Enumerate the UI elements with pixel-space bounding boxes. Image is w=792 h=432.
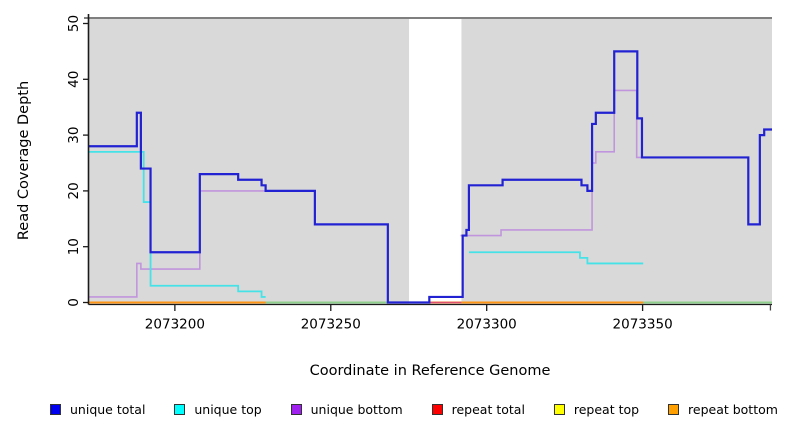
y-axis-title: Read Coverage Depth [16, 81, 32, 240]
y-tick-label: 30 [66, 127, 82, 144]
legend-item-repeat-total: repeat total [431, 401, 525, 417]
legend: unique total unique top unique bottom repea… [0, 394, 792, 424]
series-unique-top-line [88, 150, 266, 298]
y-tick-label: 40 [66, 71, 82, 88]
y-tick-label: 0 [66, 298, 82, 307]
legend-label-unique-total: unique total [70, 401, 146, 417]
series-unique-top-line [468, 251, 644, 265]
x-tick-label: 2073350 [613, 317, 673, 333]
legend-item-repeat-top: repeat top [553, 401, 640, 417]
masked-region [409, 19, 462, 304]
series-unique-total-line [88, 50, 772, 304]
legend-swatch-unique-total [50, 403, 61, 415]
x-tick-label: 2073300 [457, 317, 517, 333]
legend-label-repeat-top: repeat top [573, 401, 640, 417]
y-tick-label: 20 [66, 182, 82, 199]
y-tick-label: 50 [66, 15, 82, 32]
legend-swatch-repeat-total [431, 403, 443, 415]
x-tick-label: 2073200 [145, 317, 205, 333]
legend-item-unique-top: unique top [174, 401, 262, 417]
y-tick-label: 10 [66, 238, 82, 255]
legend-swatch-unique-bottom [290, 403, 302, 415]
legend-item-unique-total: unique total [50, 402, 145, 417]
legend-swatch-repeat-top [553, 403, 565, 415]
legend-swatch-repeat-bottom [668, 403, 680, 415]
legend-item-unique-bottom: unique bottom [290, 401, 403, 417]
legend-label-repeat-bottom: repeat bottom [688, 401, 778, 417]
legend-swatch-unique-top [174, 403, 186, 415]
coverage-chart: 2073200 2073250 2073300 207335001020304050 … [16, 14, 772, 379]
x-axis-title: Coordinate in Reference Genome [310, 363, 551, 379]
legend-label-unique-top: unique top [194, 401, 262, 417]
legend-item-repeat-bottom: repeat bottom [668, 402, 778, 417]
legend-label-unique-bottom: unique bottom [310, 401, 403, 417]
legend-label-repeat-total: repeat total [451, 401, 525, 417]
x-tick-label: 2073250 [301, 317, 361, 333]
